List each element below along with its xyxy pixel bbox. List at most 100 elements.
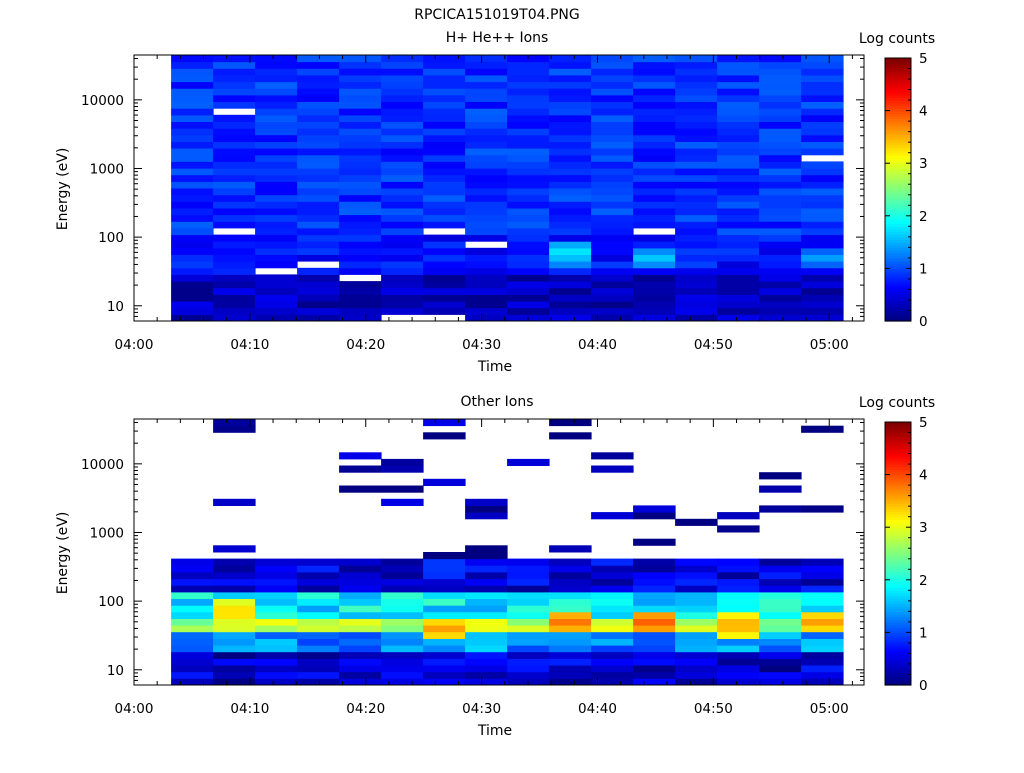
heatmap-cell [633, 565, 676, 573]
colorbar-step [885, 139, 911, 143]
heatmap-cell [171, 631, 214, 639]
heatmap-cell [423, 121, 466, 129]
colorbar-step [885, 474, 911, 478]
heatmap-cell [717, 88, 760, 96]
heatmap-cell [297, 598, 340, 606]
x-tick-label: 04:40 [578, 337, 617, 353]
heatmap-cell [339, 174, 382, 182]
heatmap-cell [423, 301, 466, 309]
heatmap-cell [423, 261, 466, 269]
heatmap-cell [549, 558, 592, 566]
heatmap-cell [759, 227, 802, 236]
heatmap-cell [717, 307, 760, 315]
heatmap-cell [255, 181, 298, 189]
heatmap-cell [381, 114, 424, 122]
heatmap-cell [633, 631, 676, 639]
colorbar-step [885, 255, 911, 259]
heatmap-cell [171, 201, 214, 209]
heatmap-cell [423, 55, 466, 63]
heatmap-cell [423, 88, 466, 96]
heatmap-cell [591, 512, 634, 520]
heatmap-cell [507, 234, 550, 242]
heatmap-cell [801, 101, 844, 109]
colorbar-step [885, 231, 911, 235]
colorbar-step [885, 73, 911, 78]
colorbar-step [885, 424, 911, 428]
heatmap-cell [339, 314, 382, 322]
heatmap-cell [801, 141, 844, 149]
heatmap-cell [591, 134, 634, 142]
colorbar-step [885, 432, 911, 436]
heatmap-cell [801, 188, 844, 196]
heatmap-cell [507, 61, 550, 69]
heatmap-cell [255, 154, 298, 162]
colorbar-step [885, 71, 911, 75]
heatmap-cell [675, 234, 718, 242]
heatmap-cell [213, 75, 256, 83]
heatmap-cell [549, 545, 592, 553]
heatmap-cell [465, 591, 508, 599]
colorbar-step [885, 613, 911, 618]
heatmap-cell [213, 558, 256, 566]
heatmap-cell [255, 631, 298, 639]
colorbar-step [885, 100, 911, 104]
heatmap-cell [549, 194, 592, 202]
heatmap-cell [633, 174, 676, 182]
heatmap-cell [381, 261, 424, 269]
colorbar-step [885, 189, 911, 193]
heatmap-cell [339, 207, 382, 216]
heatmap-cell [465, 671, 508, 679]
heatmap-cell [423, 168, 466, 176]
heatmap-cell [507, 154, 550, 162]
heatmap-cell [591, 61, 634, 69]
heatmap-cell [717, 631, 760, 639]
colorbar-step [885, 579, 911, 584]
colorbar-step [885, 679, 911, 683]
heatmap-cell [759, 214, 802, 222]
heatmap-cell [633, 274, 676, 282]
colorbar-step [885, 144, 911, 149]
heatmap-cell [171, 301, 214, 309]
heatmap-cell [507, 671, 550, 679]
heatmap-cell [255, 247, 298, 255]
heatmap-cell [339, 168, 382, 176]
colorbar-step [885, 244, 911, 248]
colorbar-step [885, 297, 911, 301]
heatmap-cell [675, 618, 718, 626]
heatmap-cell [297, 294, 340, 302]
heatmap-cell [717, 638, 760, 646]
heatmap-cell [717, 247, 760, 255]
heatmap-cell [297, 267, 340, 275]
heatmap-cell [297, 558, 340, 566]
heatmap-cell [423, 254, 466, 262]
heatmap-cell [339, 234, 382, 242]
colorbar-label: Log counts [859, 31, 935, 47]
heatmap-cell [633, 61, 676, 69]
heatmap-cell [507, 611, 550, 619]
heatmap-cell [171, 81, 214, 89]
heatmap-cell [465, 585, 508, 593]
heatmap-cell [423, 68, 466, 76]
heatmap-cell [507, 651, 550, 659]
heatmap-cell [465, 665, 508, 673]
heatmap-cell [255, 261, 298, 269]
colorbar-step [885, 632, 911, 636]
heatmap-cell [381, 465, 424, 473]
colorbar-step [885, 537, 911, 541]
heatmap-cell [255, 598, 298, 606]
heatmap-cell [801, 221, 844, 229]
heatmap-cell [717, 214, 760, 222]
heatmap-cell [423, 207, 466, 216]
heatmap-cell [171, 141, 214, 149]
colorbar-step [885, 207, 911, 212]
heatmap-cell [465, 108, 508, 116]
colorbar-step [885, 136, 911, 141]
colorbar-step [885, 629, 911, 633]
heatmap-cell [633, 207, 676, 216]
colorbar-step [885, 621, 911, 626]
heatmap-cell [507, 227, 550, 236]
heatmap-cell [591, 241, 634, 249]
colorbar-step [885, 265, 911, 269]
colorbar-step [885, 118, 911, 122]
heatmap-cell [171, 307, 214, 315]
